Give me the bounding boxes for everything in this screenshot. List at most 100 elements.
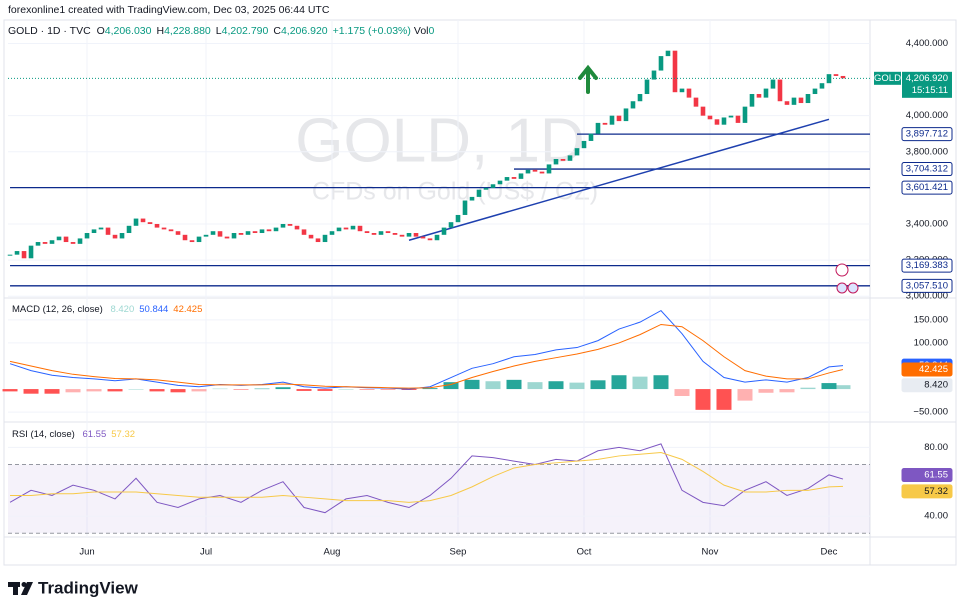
candle [196,236,202,243]
x-tick-label: Jun [79,547,94,558]
candle [637,94,643,102]
candle [728,115,734,118]
flag-icon[interactable] [847,282,859,294]
symbol[interactable]: GOLD · 1D · TVC [8,25,91,37]
x-tick-label: Jul [200,547,212,558]
candle [672,50,678,93]
candle [840,75,846,79]
histogram-bar [464,379,480,390]
indicator-line [9,309,844,390]
y-tick-label: 3,000.000 [906,291,948,302]
flag-icon[interactable] [836,282,848,294]
y-tick-label: 4,000.000 [906,110,948,121]
histogram-bar [2,389,18,392]
y-tick-label: 80.00 [924,442,948,453]
candle [511,177,517,179]
candle [406,233,412,237]
histogram-bar [653,375,669,390]
histogram-bar [506,379,522,390]
ohlc-key: O [96,25,105,37]
candle [231,233,237,239]
candle [315,238,321,243]
indicator-title: RSI (14, close) [12,429,75,440]
candle [14,251,20,255]
candle [546,164,552,174]
candle [399,234,405,237]
price-tag-box [901,162,953,177]
candle [833,74,839,76]
candle [28,245,34,259]
candle [644,79,650,95]
candle [224,236,230,239]
candle [679,88,685,93]
price-tag: 61.55 [924,470,948,481]
candle [119,233,125,239]
histogram-bar [86,389,102,392]
ohlc-item: O4,206.030 [97,25,155,37]
histogram-bar [44,389,60,394]
candle [574,148,580,156]
candle [294,225,300,230]
event-icon[interactable] [835,263,849,277]
candle [784,101,790,105]
histogram-bar [590,380,606,390]
histogram-bar [611,375,627,390]
histogram-bar [128,389,144,390]
candle [651,70,657,80]
candle [98,227,104,230]
watermark-subtitle: CFDs on Gold (US$ / OZ) [312,178,598,206]
candle [686,88,692,98]
x-tick-label: Dec [821,547,838,558]
candle [448,222,454,228]
histogram-bar [191,389,207,392]
candle [630,101,636,109]
symbol-line: GOLD · 1D · TVC O4,206.030 H4,228.880 L4,2… [8,25,437,37]
histogram-bar [170,389,186,393]
volume: 0 [428,25,435,37]
candle [336,227,342,232]
candle [84,233,90,239]
candle [658,56,664,71]
y-tick-label: 40.00 [924,511,948,522]
candle [826,74,832,84]
legend-value: 8.420 [110,304,135,315]
histogram-bar [338,389,354,390]
histogram-bar [716,389,732,410]
last-price: 4,206.920 [906,73,948,84]
candle [322,234,328,243]
candle [441,227,447,235]
y-tick-label: −50.000 [913,407,948,418]
histogram-bar [737,389,753,401]
ohlc-value: 4,206.920 [280,25,328,37]
candle [525,169,531,174]
candle [588,133,594,141]
histogram-bar [695,389,711,410]
candle [189,240,195,243]
price-tag: 3,057.510 [906,280,948,291]
candle [427,238,433,241]
candle [539,171,545,174]
x-tick-label: Sep [450,547,467,558]
legend-value: 50.844 [139,304,169,315]
candle [609,115,615,125]
candle [707,115,713,120]
candle [469,196,475,201]
candle [567,155,573,161]
price-tag-box [902,71,952,98]
histogram-bar [212,388,228,390]
candle [735,115,741,123]
candle [259,229,265,234]
candle [749,94,755,107]
candle [742,106,748,123]
price-tag: 3,704.312 [906,164,948,175]
candle [266,229,272,232]
candle [133,218,139,226]
candle [714,119,720,125]
candle [693,97,699,107]
candle [357,225,363,232]
y-tick-label: 3,400.000 [906,219,948,230]
candle [7,254,13,256]
arrow-icon [578,64,598,94]
candle [49,240,55,244]
candle [455,214,461,223]
